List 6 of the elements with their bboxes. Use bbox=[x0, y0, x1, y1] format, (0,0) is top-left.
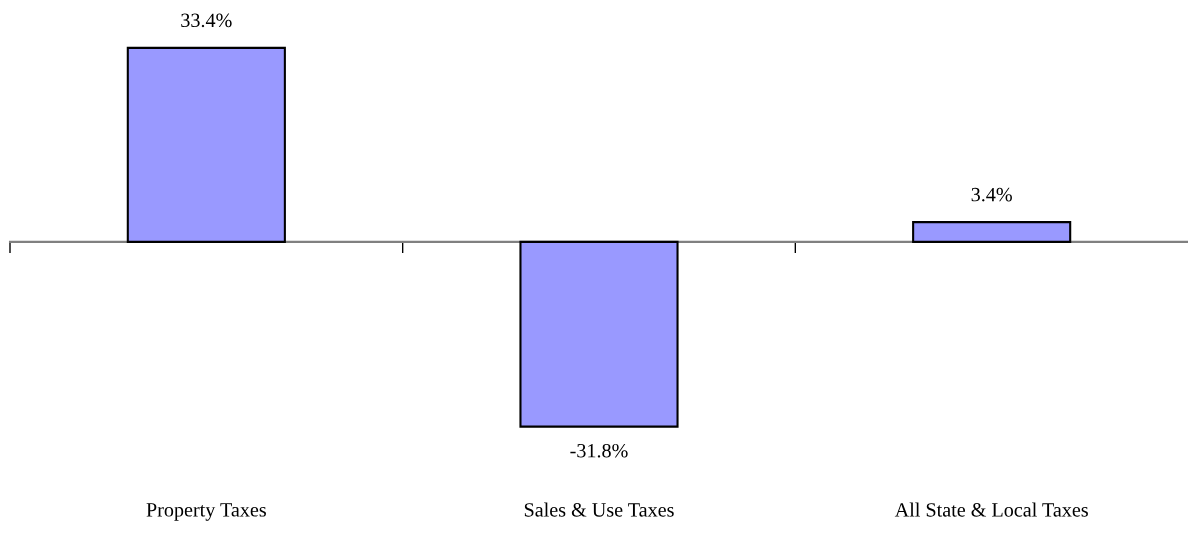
x-tick-label: All State & Local Taxes bbox=[894, 502, 1088, 517]
data-label: -31.8% bbox=[570, 443, 628, 458]
x-tick-label: Sales & Use Taxes bbox=[524, 502, 674, 517]
data-label: 33.4% bbox=[181, 13, 232, 28]
data-label: 3.4% bbox=[971, 187, 1012, 202]
x-tick-label: Property Taxes bbox=[146, 503, 266, 521]
